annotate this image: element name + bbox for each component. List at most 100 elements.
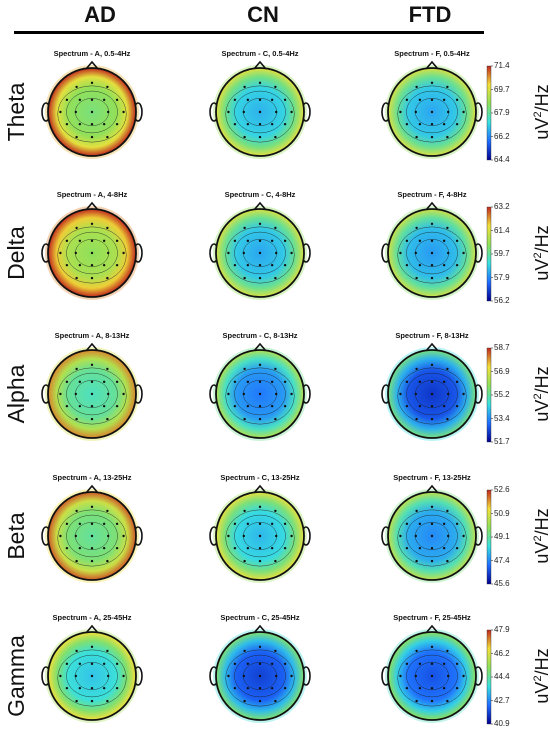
electrode-dot (258, 276, 262, 280)
electrode-dot (430, 380, 434, 384)
contour-line (66, 90, 118, 134)
band-label: Delta (3, 226, 29, 280)
electrode-dot (243, 649, 246, 653)
electrode-dot (415, 699, 418, 703)
colorbar (486, 629, 492, 725)
panel-title: Spectrum - F, 8-13Hz (395, 331, 469, 340)
electrode-dot (274, 699, 277, 703)
contour-line (397, 85, 467, 143)
nose (253, 342, 267, 352)
panel-title: Spectrum - C, 8-13Hz (222, 331, 298, 340)
electrode-dot (65, 380, 69, 384)
electrode-dot (90, 404, 94, 408)
electrode-dot (102, 546, 106, 550)
electrode-dot (462, 251, 465, 255)
electrode-dot (258, 559, 262, 563)
colorbar-tick-label: 50.9 (494, 508, 510, 518)
electrode-dot (227, 110, 230, 114)
electrode-dot (233, 546, 237, 550)
electrode-dot (455, 686, 459, 690)
colorbar-tick-label: 49.1 (494, 532, 510, 541)
electrode-dot (65, 98, 69, 102)
electrode-dot (74, 674, 78, 678)
electrode-dot (106, 417, 109, 421)
electrode-dot (446, 509, 449, 513)
electrode-dot (405, 404, 409, 408)
electrode-dot (115, 662, 119, 666)
electrode-dot (242, 534, 246, 538)
electrode-dot (283, 522, 287, 526)
contour-line (57, 367, 127, 425)
electrode-dot (430, 251, 434, 255)
electrode-dot (446, 85, 449, 89)
electrode-dot (274, 251, 278, 255)
electrode-dot (65, 522, 69, 526)
nose (85, 484, 99, 494)
electrode-dot (78, 239, 82, 243)
contour-line (234, 90, 286, 134)
electrode-dot (430, 81, 434, 85)
electrode-dot (65, 122, 69, 126)
colorbar-tick-label: 51.7 (494, 437, 510, 446)
electrode-dot (78, 263, 82, 267)
contour-line (57, 226, 127, 284)
contour-line (225, 226, 295, 284)
unit-label: uV2/Hz (532, 225, 550, 281)
unit-label: uV2/Hz (532, 84, 550, 140)
electrode-dot (115, 546, 119, 550)
electrode-dot (442, 546, 446, 550)
colorbar-tick-label: 47.4 (494, 555, 510, 565)
contour-line (397, 649, 467, 707)
electrode-dot (258, 662, 262, 666)
electrode-dot (418, 98, 422, 102)
colorbar (486, 206, 492, 302)
colorbar-tick-label: 44.4 (494, 672, 510, 681)
electrode-dot (405, 98, 409, 102)
electrode-dot (446, 674, 450, 678)
panel-title: Spectrum - C, 0.5-4Hz (221, 49, 299, 58)
electrode-dot (415, 85, 418, 89)
panel-title: Spectrum - F, 4-8Hz (397, 190, 467, 199)
electrode-dot (90, 222, 94, 226)
electrode-dot (243, 367, 246, 371)
electrode-dot (405, 263, 409, 267)
contour-line (234, 654, 286, 698)
electrode-dot (415, 276, 418, 280)
electrode-dot (258, 263, 262, 267)
electrode-dot (274, 674, 278, 678)
colorbar-tick-label: 47.9 (494, 625, 510, 634)
electrode-dot (446, 392, 450, 396)
electrode-dot (405, 662, 409, 666)
electrode-dot (283, 380, 287, 384)
electrode-dot (102, 98, 106, 102)
electrode-dot (399, 392, 402, 396)
electrode-dot (59, 392, 62, 396)
electrode-dot (462, 110, 465, 114)
colorbar (486, 489, 492, 585)
electrode-dot (258, 674, 262, 678)
electrode-dot (90, 122, 94, 126)
electrode-dot (115, 522, 119, 526)
electrode-dot (106, 226, 109, 230)
electrode-dot (106, 135, 109, 139)
nose (425, 60, 439, 70)
electrode-dot (258, 222, 262, 226)
electrode-dot (115, 239, 119, 243)
electrode-dot (243, 226, 246, 230)
electrode-dot (455, 98, 459, 102)
nose (425, 201, 439, 211)
electrode-dot (455, 662, 459, 666)
electrode-dot (227, 392, 230, 396)
electrode-dot (74, 110, 78, 114)
electrode-dot (399, 674, 402, 678)
electrode-dot (414, 392, 418, 396)
electrode-dot (258, 363, 262, 367)
electrode-dot (405, 546, 409, 550)
electrode-dot (430, 110, 434, 114)
electrode-dot (75, 559, 78, 563)
electrode-dot (446, 276, 449, 280)
colorbar-tick-label: 52.6 (494, 485, 510, 494)
electrode-dot (270, 546, 274, 550)
electrode-dot (246, 263, 250, 267)
electrode-dot (414, 674, 418, 678)
